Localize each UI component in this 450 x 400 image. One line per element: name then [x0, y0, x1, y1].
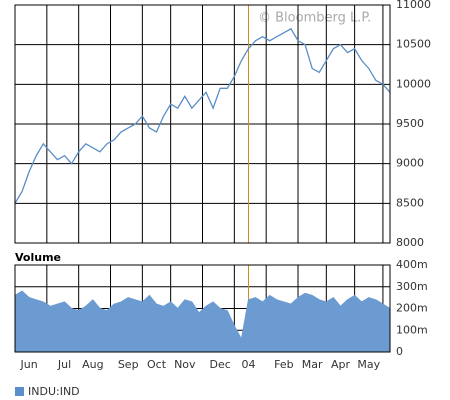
x-tick-label: Nov	[174, 358, 196, 371]
y-tick-label: 8000	[396, 236, 424, 249]
x-tick-label: Dec	[210, 358, 231, 371]
x-tick-label: Jul	[57, 358, 71, 371]
legend-label: INDU:IND	[28, 385, 80, 398]
price-line	[14, 27, 391, 204]
x-tick-label: Mar	[302, 358, 323, 371]
watermark: © Bloomberg L.P.	[258, 11, 371, 26]
volume-area	[14, 290, 391, 353]
y-tick-label: 9500	[396, 117, 424, 130]
x-tick-label: Jun	[20, 358, 38, 371]
y-tick-label: 300m	[396, 280, 428, 293]
y-tick-label: 9000	[396, 157, 424, 170]
legend-swatch	[15, 387, 24, 396]
x-tick-label: Apr	[331, 358, 351, 371]
x-tick-label: 04	[241, 358, 255, 371]
y-tick-label: 200m	[396, 302, 428, 315]
x-tick-label: Oct	[147, 358, 167, 371]
y-tick-label: 10000	[396, 77, 431, 90]
y-tick-label: 11000	[396, 0, 431, 11]
x-tick-label: Sep	[118, 358, 139, 371]
x-tick-label: May	[357, 358, 380, 371]
x-tick-label: Feb	[274, 358, 293, 371]
y-tick-label: 100m	[396, 323, 428, 336]
panel-title: Volume	[15, 251, 61, 264]
plot-frame	[14, 264, 391, 353]
y-tick-label: 10500	[396, 38, 431, 51]
x-tick-label: Aug	[82, 358, 103, 371]
y-tick-label: 400m	[396, 258, 428, 271]
y-tick-label: 0	[396, 345, 403, 358]
plot-frame	[14, 4, 391, 244]
y-tick-label: 8500	[396, 196, 424, 209]
